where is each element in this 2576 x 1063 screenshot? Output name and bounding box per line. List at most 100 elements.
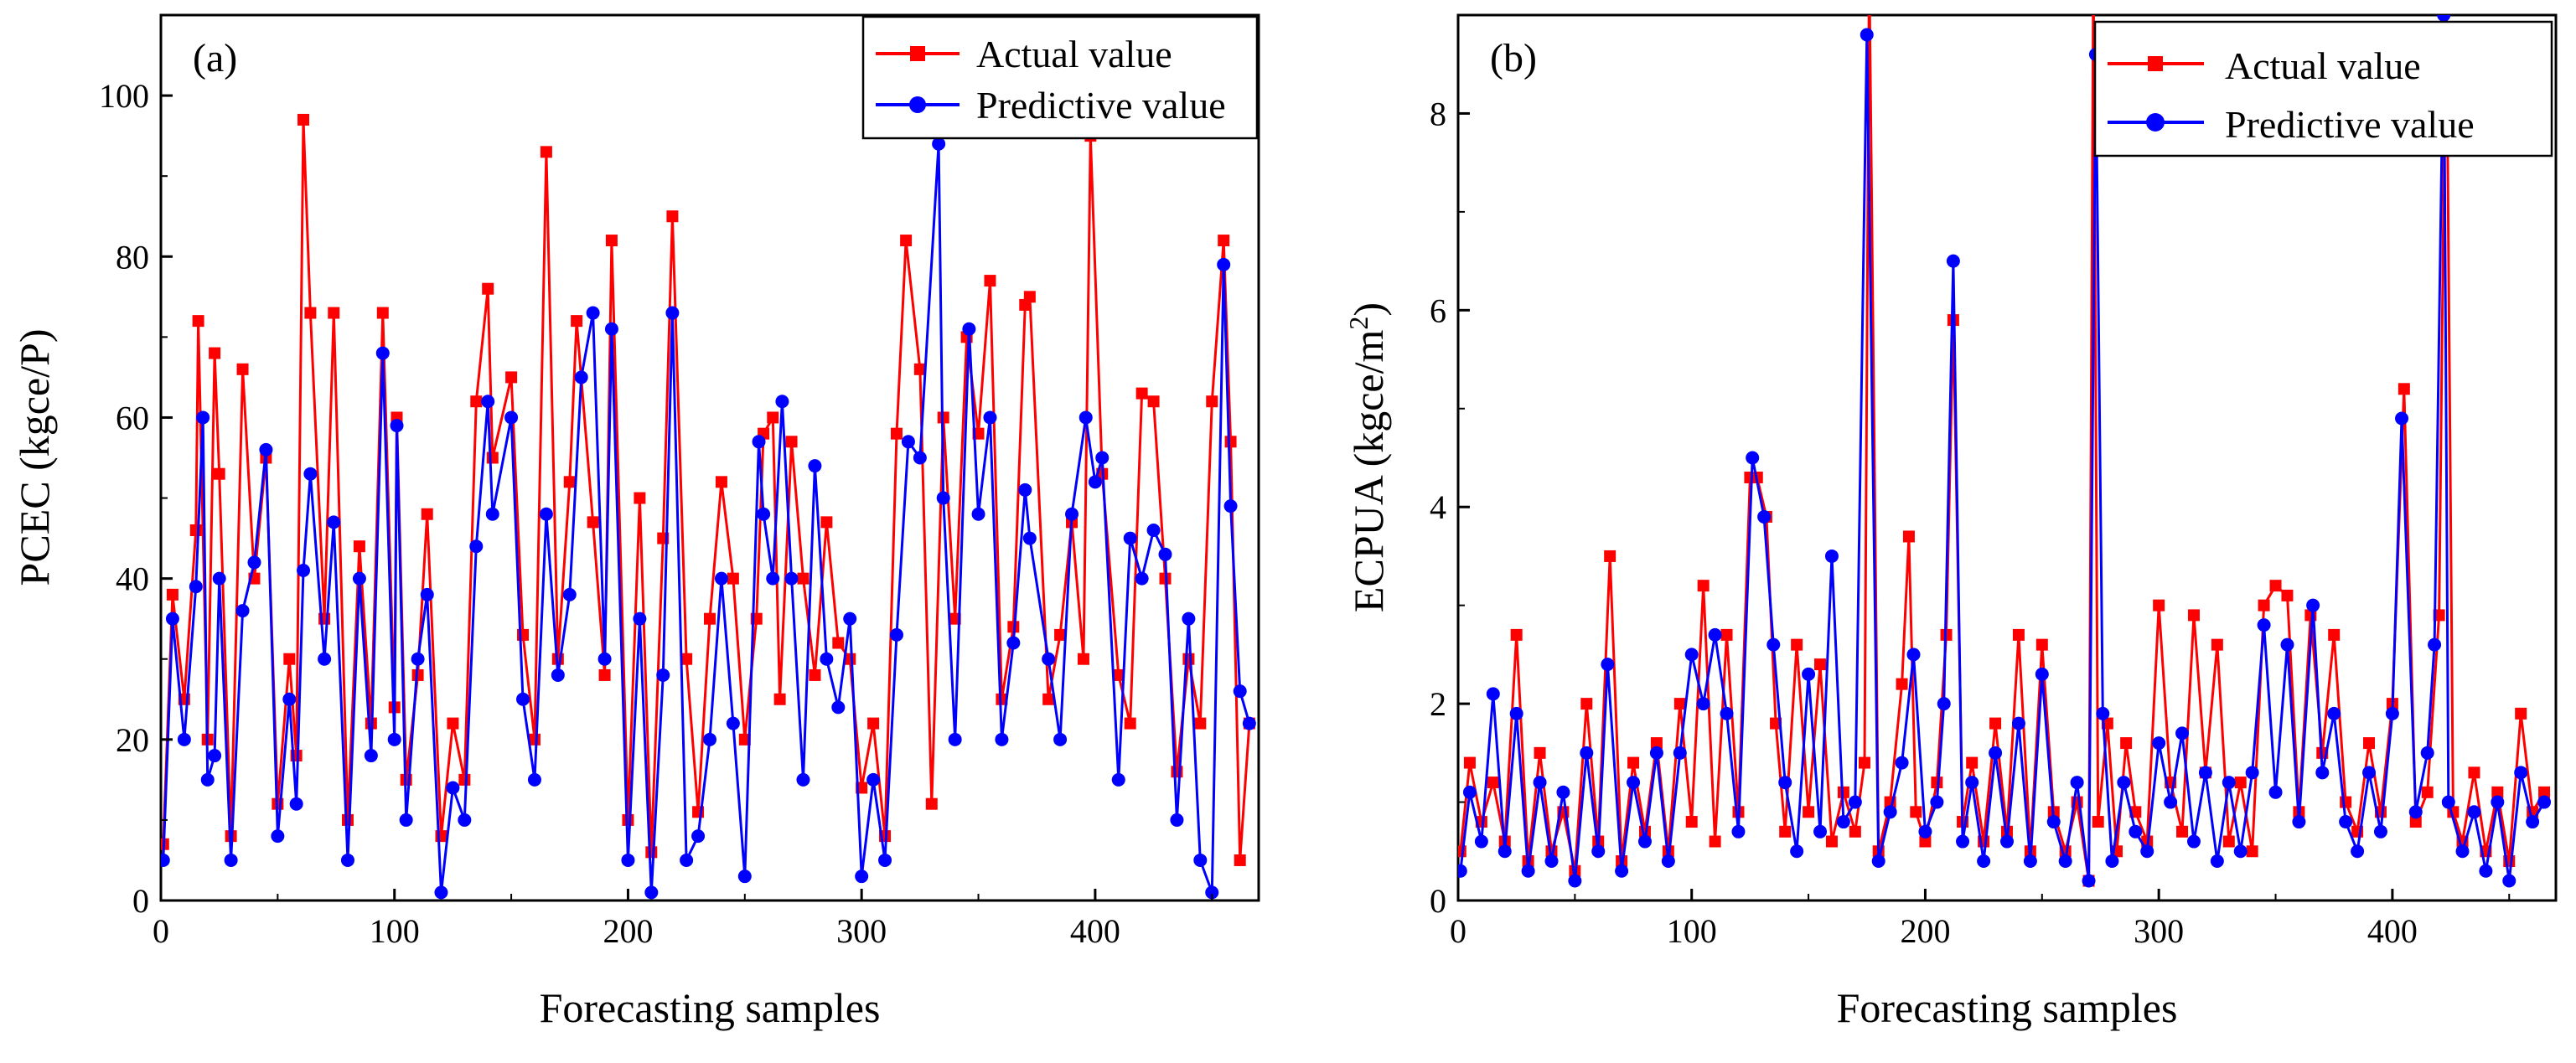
data-point-actual-b — [1458, 845, 1466, 858]
data-point-predictive-b — [2479, 864, 2493, 878]
data-point-actual-b — [1697, 580, 1710, 592]
plot-area-b — [1456, 13, 2558, 902]
data-point-actual-b — [1896, 678, 1908, 690]
y-tick-label-a: 20 — [116, 721, 149, 759]
panel-label-a: (a) — [193, 36, 237, 80]
data-point-predictive-a — [621, 853, 635, 867]
data-point-predictive-a — [1042, 652, 1056, 666]
data-point-actual-b — [1580, 698, 1593, 710]
data-point-predictive-a — [586, 306, 600, 320]
data-point-predictive-a — [165, 611, 179, 626]
data-point-actual-a — [482, 282, 494, 295]
data-point-predictive-b — [2186, 834, 2201, 849]
data-point-actual-a — [341, 813, 354, 826]
data-point-actual-a — [1054, 628, 1067, 641]
data-point-actual-a — [809, 668, 821, 681]
data-point-predictive-a — [866, 772, 881, 787]
data-point-predictive-b — [1731, 824, 1746, 839]
data-point-predictive-a — [1217, 257, 1231, 271]
data-point-predictive-b — [2023, 854, 2037, 869]
data-point-predictive-b — [2420, 746, 2434, 760]
data-point-actual-b — [2398, 383, 2410, 395]
data-point-actual-a — [890, 427, 903, 440]
data-point-predictive-a — [161, 853, 170, 867]
data-point-predictive-b — [1906, 648, 1921, 662]
data-point-predictive-a — [375, 346, 390, 360]
data-point-predictive-a — [1223, 499, 1238, 513]
data-point-predictive-a — [757, 507, 771, 521]
data-point-actual-a — [213, 467, 225, 480]
data-point-predictive-a — [527, 772, 541, 787]
data-point-predictive-b — [1848, 795, 1862, 809]
data-point-actual-a — [727, 572, 739, 585]
data-point-actual-b — [2491, 786, 2504, 798]
data-point-actual-b — [1510, 628, 1523, 641]
data-point-actual-a — [666, 210, 679, 223]
data-point-predictive-a — [665, 306, 680, 320]
data-point-predictive-b — [1649, 746, 1663, 760]
data-point-actual-b — [2258, 599, 2270, 611]
data-point-actual-b — [1709, 835, 1721, 848]
data-point-predictive-b — [2046, 815, 2061, 829]
legend-a: Actual value Predictive value — [861, 15, 1259, 140]
data-point-predictive-a — [259, 442, 273, 457]
data-point-predictive-b — [1977, 854, 1991, 869]
data-point-predictive-b — [1946, 254, 1960, 268]
data-point-predictive-b — [2467, 805, 2481, 819]
data-point-predictive-a — [318, 652, 332, 666]
data-point-predictive-a — [352, 571, 366, 586]
data-point-predictive-a — [843, 611, 857, 626]
data-point-predictive-a — [390, 419, 404, 433]
data-point-actual-b — [2035, 638, 2048, 651]
data-point-predictive-a — [633, 611, 647, 626]
data-point-predictive-b — [2306, 598, 2320, 612]
data-point-predictive-b — [2408, 805, 2423, 819]
series-actual-b — [1458, 15, 2551, 887]
data-point-actual-a — [304, 307, 317, 319]
x-tick-label-a: 100 — [370, 912, 420, 950]
data-point-predictive-a — [1053, 732, 1068, 746]
data-point-actual-a — [1147, 395, 1160, 408]
data-point-predictive-b — [1661, 854, 1675, 869]
data-point-predictive-b — [1895, 756, 1909, 770]
data-point-predictive-a — [282, 692, 297, 706]
data-point-predictive-a — [271, 829, 285, 844]
data-point-actual-a — [634, 492, 646, 504]
data-point-actual-a — [421, 508, 433, 520]
data-point-predictive-a — [297, 564, 311, 578]
data-point-actual-a — [458, 773, 471, 786]
data-point-predictive-b — [2268, 785, 2283, 799]
data-point-predictive-b — [2140, 844, 2154, 859]
data-point-predictive-a — [1193, 853, 1208, 867]
data-point-predictive-b — [1860, 28, 1874, 42]
data-point-predictive-a — [948, 732, 962, 746]
data-point-actual-b — [2328, 628, 2341, 641]
data-point-predictive-b — [1601, 658, 1615, 672]
data-point-actual-b — [2538, 786, 2551, 798]
data-point-predictive-a — [289, 797, 303, 811]
data-point-actual-a — [297, 113, 310, 126]
data-point-predictive-b — [1930, 795, 1944, 809]
data-point-predictive-a — [1135, 571, 1149, 586]
data-point-predictive-a — [208, 749, 222, 763]
legend-item-actual-b: Actual value — [2108, 44, 2421, 87]
data-point-predictive-b — [2175, 726, 2190, 740]
data-point-predictive-b — [1836, 815, 1850, 829]
data-point-predictive-b — [2292, 815, 2306, 829]
data-point-predictive-b — [1486, 687, 1500, 701]
data-point-predictive-a — [235, 604, 250, 618]
data-point-actual-a — [486, 452, 499, 464]
data-point-predictive-b — [1802, 667, 1816, 681]
data-point-predictive-b — [1615, 864, 1629, 878]
data-point-predictive-b — [1746, 451, 1760, 465]
data-point-predictive-b — [2000, 834, 2014, 849]
data-point-actual-b — [1487, 777, 1499, 789]
data-point-predictive-a — [303, 467, 318, 481]
data-point-predictive-a — [775, 395, 789, 409]
data-point-actual-b — [1837, 786, 1849, 798]
data-point-actual-b — [1720, 628, 1733, 641]
data-point-actual-b — [1814, 658, 1827, 671]
data-point-predictive-b — [2373, 824, 2387, 839]
data-point-actual-a — [192, 315, 204, 328]
data-point-predictive-a — [1111, 772, 1125, 787]
